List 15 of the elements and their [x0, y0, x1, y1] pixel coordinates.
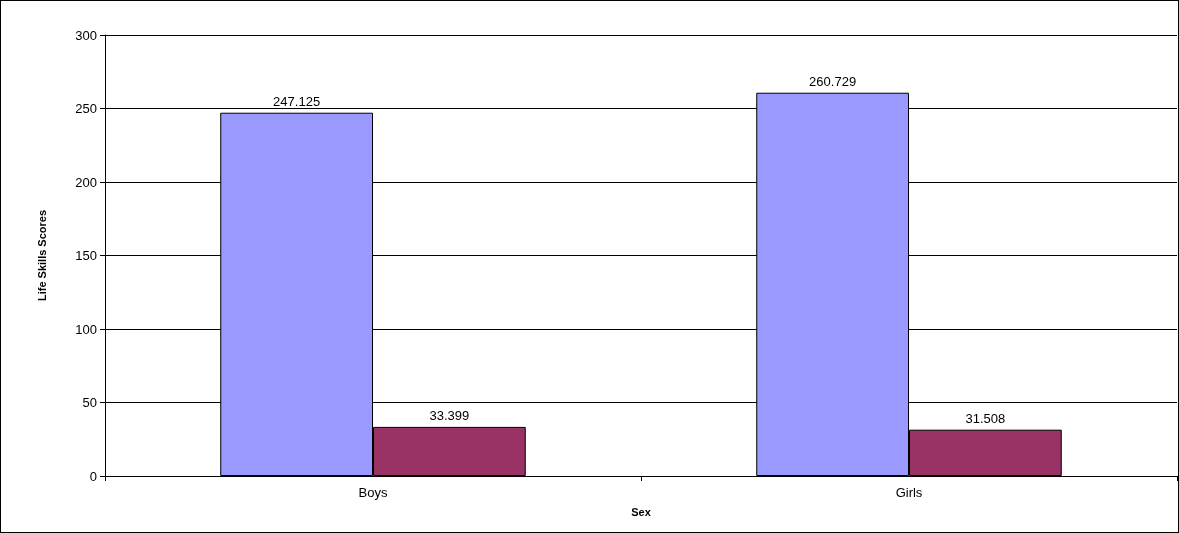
x-tick-label: Boys	[358, 485, 388, 500]
y-tick-label: 50	[82, 395, 97, 410]
data-label: 31.508	[965, 410, 1006, 426]
data-label: 260.729	[809, 73, 857, 89]
y-tick-label: 200	[75, 174, 97, 190]
x-axis-title: Sex	[631, 505, 652, 518]
y-tick-label: 250	[75, 101, 97, 116]
y-tick-label: 300	[75, 27, 97, 43]
y-tick-label: 100	[75, 321, 97, 337]
y-tick-label: 0	[89, 468, 97, 484]
y-tick-label: 150	[75, 248, 97, 263]
data-label: 33.399	[429, 407, 470, 423]
data-label: 247.125	[273, 93, 321, 109]
y-axis-title: Life Skills Scores	[35, 209, 48, 302]
x-tick-label: Girls	[895, 485, 923, 500]
